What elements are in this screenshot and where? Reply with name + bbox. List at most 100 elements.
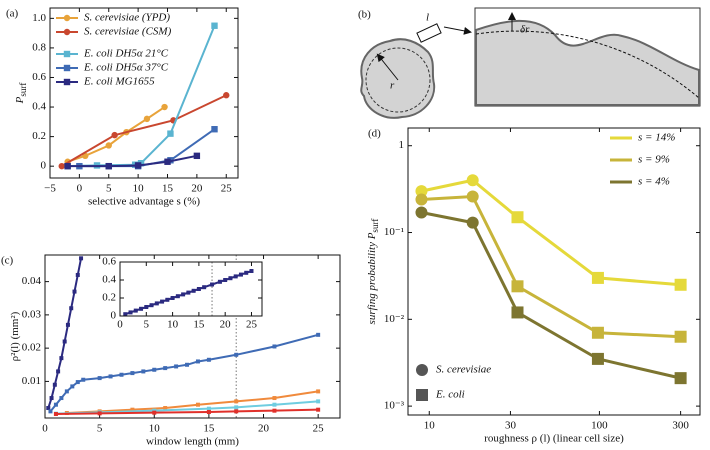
marker [56, 369, 61, 374]
marker [193, 152, 201, 160]
marker [316, 399, 321, 404]
zoom-reference [475, 30, 700, 99]
marker [591, 352, 604, 365]
y-axis-label: surfing probability Psurf [366, 219, 381, 325]
marker [167, 130, 174, 137]
x-tick-label: 15 [162, 183, 174, 195]
y-tick-label: 10⁻³ [384, 400, 405, 412]
marker [191, 288, 196, 293]
panel: 10 30 100 300 10⁻³ 10⁻² 10⁻¹ 1 (d) roughness ρ (l… [366, 127, 701, 445]
marker [244, 270, 249, 275]
window-label: l [426, 12, 429, 24]
marker [161, 103, 168, 111]
x-axis-label: roughness ρ (l) (linear cell size) [484, 433, 624, 445]
marker [195, 402, 200, 407]
y-tick-label: 0.6 [32, 71, 46, 83]
x-tick-label: 10 [133, 183, 145, 195]
marker [238, 272, 243, 277]
marker [316, 407, 321, 412]
marker [130, 407, 135, 412]
marker [210, 282, 215, 287]
y-tick-label: 0.2 [32, 130, 46, 142]
marker [206, 406, 211, 411]
y-tick-label: 0.8 [32, 41, 46, 53]
marker [79, 256, 84, 261]
legend-label: E. coli DH5α 21°C [83, 48, 169, 60]
plot-frame [407, 127, 701, 416]
marker [149, 303, 154, 308]
marker [97, 376, 102, 381]
marker [186, 290, 191, 295]
marker [234, 409, 239, 414]
marker [272, 344, 277, 349]
panel-label: (d) [368, 128, 381, 140]
marker [217, 279, 222, 284]
y-tick-label: 1 [399, 139, 405, 151]
marker [139, 306, 144, 311]
marker [111, 131, 118, 139]
marker [75, 380, 80, 385]
y-axis-label-sub: surf [18, 83, 28, 97]
y-axis-label-main: ρ²(l) (mm²) [9, 311, 21, 361]
marker [195, 359, 200, 364]
panel-label: (a) [6, 8, 19, 20]
marker [466, 216, 479, 229]
radius-label: r [390, 80, 395, 92]
panel: 0 5 10 15 20 25 0 0.2 0.4 0.6 [102, 256, 263, 331]
x-tick-label: 0 [117, 319, 123, 331]
x-tick-label: 0 [77, 183, 83, 195]
marker [81, 377, 86, 382]
marker-legend-symbol [416, 389, 428, 401]
marker [154, 301, 159, 306]
marker [272, 402, 277, 407]
marker [65, 322, 70, 327]
marker [152, 410, 157, 415]
y-tick-label: 10⁻² [384, 313, 405, 325]
legend-label: E. coli MG1655 [83, 76, 155, 88]
marker [69, 306, 74, 311]
marker [181, 292, 186, 297]
marker [160, 299, 165, 304]
marker [59, 396, 64, 401]
marker [143, 115, 151, 123]
deviation-label: δr [520, 24, 530, 36]
marker [206, 410, 211, 415]
y-tick-label: 0.04 [22, 275, 42, 287]
marker [108, 374, 113, 379]
y-axis-label-main: P [14, 96, 26, 104]
legend-marker [63, 14, 71, 22]
marker [130, 371, 135, 376]
marker [72, 289, 77, 294]
y-tick-label: 0.4 [102, 274, 116, 286]
legend-marker [63, 78, 71, 86]
window-box [416, 23, 442, 43]
x-tick-label: 5 [144, 319, 150, 331]
radius-arrow [376, 53, 399, 81]
marker [128, 310, 133, 315]
x-tick-label: 20 [258, 423, 270, 435]
y-axis-label: Psurf [14, 83, 29, 105]
marker [64, 389, 69, 394]
y-tick-label: 0 [111, 310, 117, 322]
series-line [49, 333, 319, 412]
marker [466, 190, 479, 203]
colony-outline [360, 38, 436, 119]
x-axis-label: window length (mm) [146, 436, 239, 448]
plot-area [46, 256, 321, 417]
marker [674, 278, 687, 291]
y-axis-label-main: surfing probability P [366, 232, 378, 324]
plot-frame [44, 254, 341, 419]
marker [206, 357, 211, 362]
panel-label: (b) [358, 9, 371, 21]
marker [152, 367, 157, 372]
marker-legend-label: E. coli [435, 389, 465, 401]
x-tick-label: 15 [193, 319, 205, 331]
marker [174, 364, 179, 369]
marker [234, 399, 239, 404]
marker [75, 272, 80, 277]
marker [234, 405, 239, 410]
panel-label: (c) [1, 255, 14, 267]
x-tick-label: 10 [149, 423, 161, 435]
marker [105, 142, 112, 149]
